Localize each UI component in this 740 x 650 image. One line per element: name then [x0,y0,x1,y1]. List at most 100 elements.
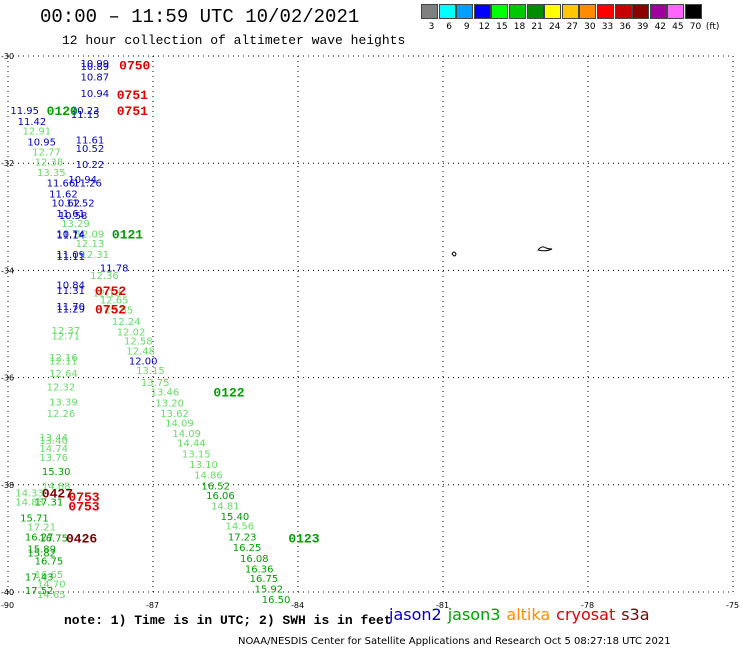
wave-height-label: 14.09 [165,419,194,430]
wave-height-label: 14.86 [194,471,223,482]
wave-height-label: 13.44 [39,433,68,444]
scale-swatch [561,4,579,19]
wave-height-label: 16.52 [201,481,230,492]
scale-swatch [632,4,650,19]
wave-height-label: 13.40 [39,436,68,447]
lon-tick-label: -78 [581,601,594,610]
wave-height-label: 13.15 [182,449,211,460]
scale-label: 30 [584,22,596,32]
wave-height-label: 16.25 [233,543,262,554]
wave-height-label: 13.75 [141,378,170,389]
lon-tick-label: -75 [726,601,739,610]
lon-tick-label: -87 [146,601,159,610]
wave-height-label: 14.56 [226,522,255,533]
pass-time-label: 0752 [95,303,126,318]
scale-swatch [526,4,544,19]
wave-height-label: 11.31 [56,286,85,297]
credit-line: NOAA/NESDIS Center for Satellite Applica… [238,636,671,647]
wave-height-label: 15.40 [221,512,250,523]
pass-time-label: 0426 [66,531,97,546]
wave-height-label: 14.88 [42,481,71,492]
wave-height-label: 16.36 [245,565,274,576]
legend-item-jason3: jason3 [447,605,501,624]
wave-height-label: 13.20 [155,398,184,409]
wave-height-label: 14.81 [211,501,240,512]
lon-tick-label: -84 [291,601,304,610]
pass-time-label: 0120 [47,104,78,119]
wave-height-label: 16.75 [39,533,68,544]
pass-time-label: 0751 [117,104,148,119]
wave-height-label: 14.83 [15,498,44,509]
scale-swatch [579,4,597,19]
scale-swatch [685,4,702,19]
wave-height-label: 13.29 [61,219,90,230]
wave-height-label: 10.94 [68,175,97,186]
wave-height-label: 12.18 [93,288,122,299]
scale-unit-label: (ft) [705,22,720,32]
wave-height-label: 13.76 [39,453,68,464]
lat-tick-label: -32 [1,159,14,168]
wave-height-label: 13.46 [151,388,180,399]
scale-label: 21 [531,22,543,32]
scale-swatch [509,4,526,19]
wave-height-label: 10.62 [52,198,81,209]
wave-height-label: 10.52 [76,144,105,155]
legend-item-altika: altika [506,605,551,624]
wave-height-label: 11.78 [100,263,129,274]
wave-height-label: 13.62 [160,409,189,420]
scale-swatch [597,4,614,19]
wave-height-label: 14.74 [39,444,68,455]
scale-label: 45 [672,22,684,32]
wave-height-label: 12.24 [112,317,141,328]
island-outline [451,251,457,257]
wave-height-label: 10.95 [27,137,56,148]
lat-tick-label: -30 [1,52,14,61]
wave-height-label: 12.11 [49,357,78,368]
wave-height-label: 10.87 [81,72,110,83]
wave-height-label: 10.23 [71,106,100,117]
scale-label: 9 [463,22,470,32]
pass-time-label: 0752 [95,284,126,299]
footnote: note: 1) Time is in UTC; 2) SWH is in fe… [64,613,392,628]
wave-height-label: 12.36 [90,271,119,282]
scale-swatch [438,4,456,19]
lat-tick-label: -40 [1,588,14,597]
satellite-legend: jason2 jason3 altika cryosat s3a [389,605,656,624]
wave-height-label: 12.38 [35,158,64,169]
wave-height-label: 17.23 [228,532,257,543]
wave-height-label: 10.84 [56,280,85,291]
wave-height-label: 12.48 [126,346,155,357]
scale-label: 27 [566,22,579,32]
wave-height-label: 13.15 [136,366,165,377]
scale-label: 18 [513,22,526,32]
wave-height-label: 16.75 [35,556,64,567]
corner-tick-label: -90 [1,601,14,610]
wave-height-label: 11.62 [49,189,78,200]
wave-height-label: 15.30 [42,467,71,478]
legend-item-cryosat: cryosat [556,605,616,624]
scale-swatch [667,4,685,19]
scale-swatch [614,4,632,19]
wave-height-label: 12.58 [124,337,153,348]
scale-swatch [456,4,474,19]
pass-time-label: 0121 [112,228,143,243]
wave-height-label: 14.09 [172,429,201,440]
island-outline [537,246,553,252]
lat-tick-label: -34 [1,266,14,275]
wave-height-label: 14.33 [15,488,44,499]
scale-label: 6 [446,22,452,32]
wave-height-label: 10.58 [59,211,88,222]
wave-height-label: 12.65 [100,295,129,306]
wave-height-label: 10.89 [81,62,110,73]
scale-swatch [421,4,438,19]
legend-item-jason2: jason2 [389,605,442,624]
scale-label: 70 [689,22,702,32]
lat-tick-label: -38 [1,481,14,490]
wave-height-label: 12.91 [23,127,52,138]
wave-height-label: 11.42 [18,117,47,128]
wave-height-label: 12.16 [49,353,78,364]
wave-height-label: 15.89 [27,545,56,556]
lat-tick-label: -36 [1,374,14,383]
page-subtitle: 12 hour collection of altimeter wave hei… [62,33,406,48]
wave-height-label: 11.95 [10,106,39,117]
